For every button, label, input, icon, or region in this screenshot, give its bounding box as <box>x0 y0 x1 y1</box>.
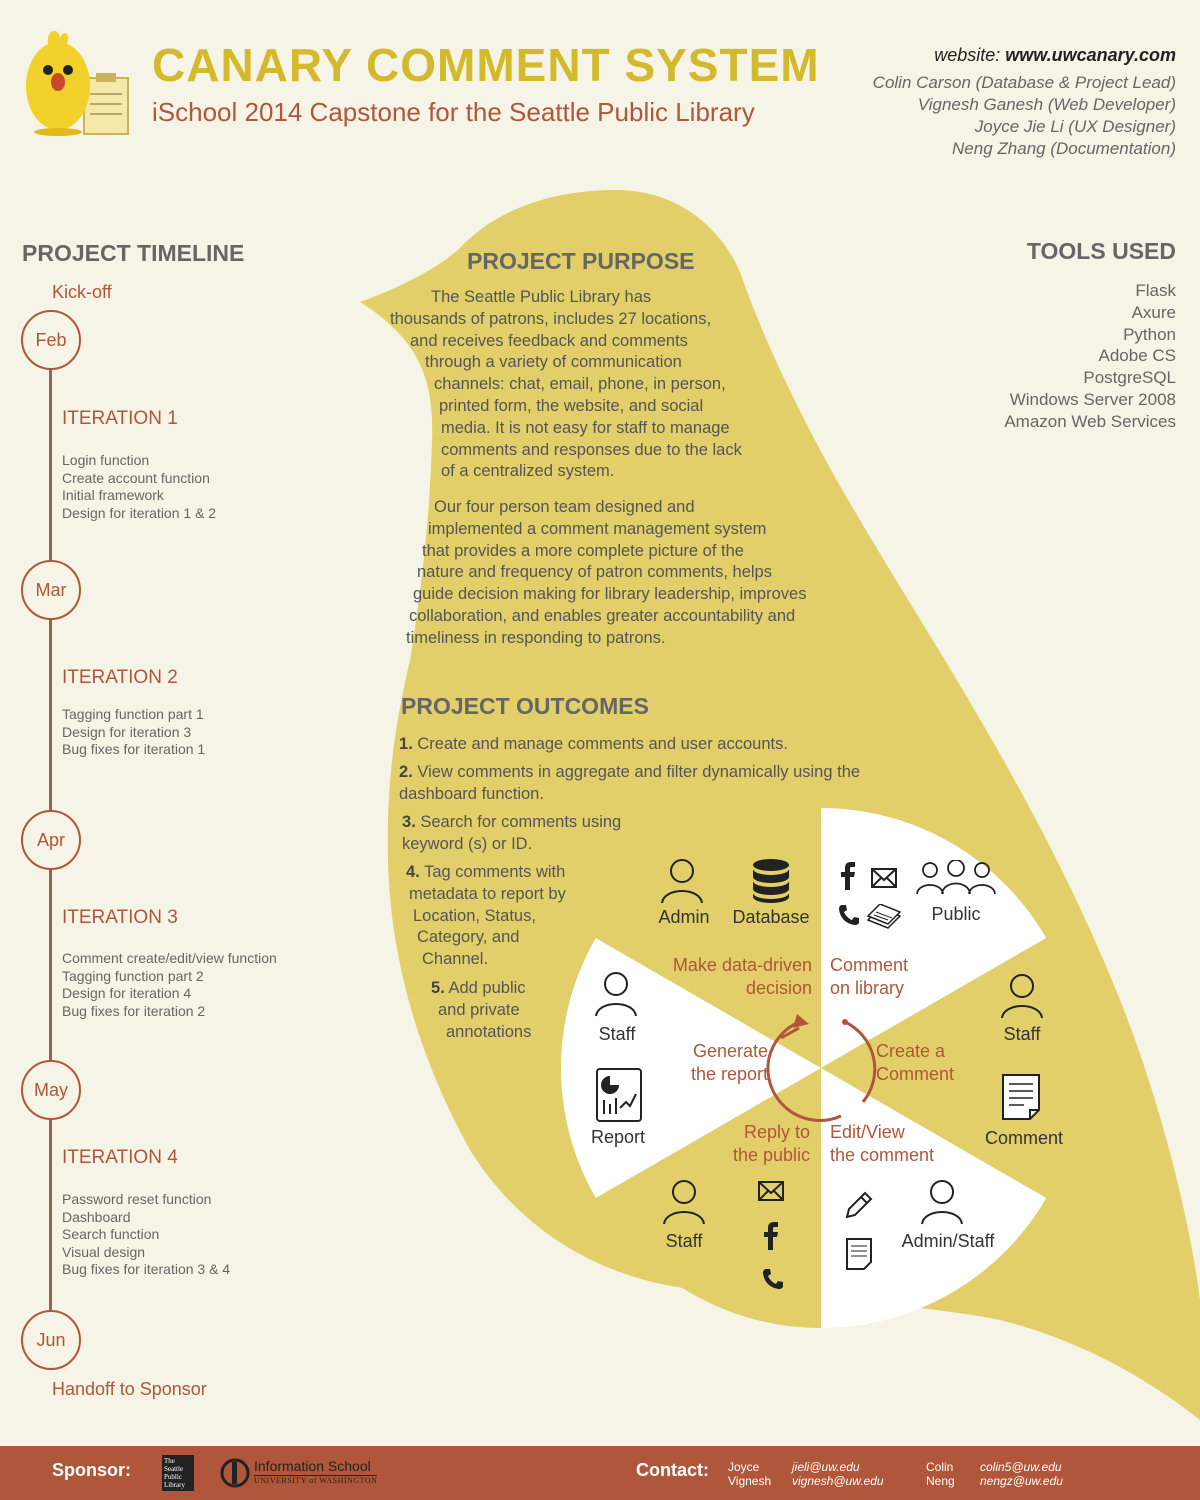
step-generate-report: Generate the report <box>690 1041 768 1084</box>
staff-user-icon <box>663 1180 705 1225</box>
role-public: Public <box>931 904 981 924</box>
month-feb: Feb <box>21 310 81 370</box>
staff-user-icon <box>1001 974 1043 1019</box>
purpose-heading: PROJECT PURPOSE <box>467 248 695 274</box>
printed-forms-icon <box>866 904 902 929</box>
admin-staff-user-icon <box>921 1180 963 1225</box>
handoff-label: Handoff to Sponsor <box>52 1379 207 1399</box>
purpose-paragraph-1: The Seattle Public Library has thousands… <box>390 288 742 481</box>
contact-email-link[interactable]: vignesh@uw.edu <box>792 1474 884 1488</box>
staff-user-icon <box>595 972 637 1017</box>
team-member: Neng Zhang (Documentation) <box>952 139 1176 158</box>
outcome-item: 4. Tag comments with metadata to report … <box>406 863 566 969</box>
public-group-icon <box>916 860 996 895</box>
phone-icon <box>763 1269 783 1289</box>
tool-item: Amazon Web Services <box>1004 411 1176 431</box>
admin-user-icon <box>661 859 703 904</box>
role-staff: Staff <box>665 1231 703 1251</box>
step-comment-library: Comment on library <box>830 955 909 998</box>
website-link[interactable]: www.uwcanary.com <box>1005 45 1176 65</box>
facebook-icon <box>764 1222 778 1250</box>
tools-heading: TOOLS USED <box>1026 238 1176 264</box>
tool-item: Python <box>1123 324 1176 344</box>
role-report: Report <box>590 1127 646 1147</box>
tool-item: Adobe CS <box>1098 346 1177 366</box>
tool-item: PostgreSQL <box>1083 368 1176 388</box>
kickoff-label: Kick-off <box>52 282 112 302</box>
team-member: Vignesh Ganesh (Web Developer) <box>917 95 1176 114</box>
outcome-item: 3. Search for comments using keyword (s)… <box>402 813 622 853</box>
process-wheel <box>561 808 1081 1328</box>
contact-email-link[interactable]: colin5@uw.edu <box>980 1460 1062 1474</box>
role-admin: Admin <box>658 907 710 927</box>
month-may: May <box>21 1060 81 1120</box>
step-edit-view: Edit/View the comment <box>830 1122 935 1165</box>
month-jun: Jun <box>21 1310 81 1370</box>
outcome-item: 2. View comments in aggregate and filter… <box>399 763 861 803</box>
step-create-comment: Create a Comment <box>876 1041 955 1084</box>
contact-email-link[interactable]: jieli@uw.edu <box>792 1460 860 1474</box>
iteration-items: Tagging function part 1 Design for itera… <box>62 706 206 757</box>
iteration-items: Login function Create account function I… <box>62 452 217 521</box>
timeline-heading: PROJECT TIMELINE <box>22 240 245 266</box>
iteration-title: ITERATION 4 <box>62 1147 178 1168</box>
report-chart-icon <box>596 1068 642 1122</box>
iteration-title: ITERATION 3 <box>62 907 178 928</box>
tool-item: Windows Server 2008 <box>1009 389 1176 409</box>
pencil-icon <box>845 1191 873 1219</box>
facebook-icon <box>841 862 855 890</box>
edit-document-icon <box>846 1238 872 1270</box>
tool-item: Axure <box>1131 302 1176 322</box>
step-make-decision: Make data-driven decision <box>672 955 812 998</box>
phone-icon <box>839 905 859 925</box>
page-subtitle: iSchool 2014 Capstone for the Seattle Pu… <box>152 97 755 127</box>
role-staff: Staff <box>1003 1024 1041 1044</box>
outcomes-heading: PROJECT OUTCOMES <box>401 693 649 719</box>
tool-item: Flask <box>1135 281 1176 300</box>
role-comment: Comment <box>984 1128 1064 1148</box>
team-credits: website: www.uwcanary.com Colin Carson (… <box>873 44 1176 160</box>
iteration-title: ITERATION 2 <box>62 667 178 688</box>
month-mar: Mar <box>21 560 81 620</box>
contact-label: Contact: <box>636 1460 709 1480</box>
purpose-paragraph-2: Our four person team designed and implem… <box>406 498 807 647</box>
sponsor-label: Sponsor: <box>52 1460 131 1480</box>
role-database: Database <box>732 907 810 927</box>
step-reply-public: Reply to the public <box>732 1122 810 1165</box>
footer-bar: Sponsor: The Seattle Public Library Info… <box>0 1446 1200 1500</box>
month-apr: Apr <box>21 810 81 870</box>
contact-emails: colin5@uw.edu nengz@uw.edu <box>980 1460 1063 1488</box>
chick-mascot-icon <box>26 30 129 136</box>
page-title: CANARY COMMENT SYSTEM <box>152 39 820 91</box>
iteration-items: Password reset function Dashboard Search… <box>62 1191 231 1277</box>
contact-emails: jieli@uw.edu vignesh@uw.edu <box>792 1460 884 1488</box>
database-icon <box>753 859 789 903</box>
contact-names: Colin Neng <box>926 1460 955 1488</box>
mail-icon <box>871 868 897 888</box>
iteration-title: ITERATION 1 <box>62 408 178 429</box>
outcome-item: 5. Add public and private annotations <box>431 979 532 1041</box>
role-admin-staff: Admin/Staff <box>901 1231 995 1251</box>
contact-email-link[interactable]: nengz@uw.edu <box>980 1474 1063 1488</box>
team-member: Colin Carson (Database & Project Lead) <box>872 73 1176 92</box>
mail-icon <box>758 1181 784 1201</box>
tools-list: Flask Axure Python Adobe CS PostgreSQL W… <box>1004 280 1176 433</box>
team-member: Joyce Jie Li (UX Designer) <box>974 117 1176 136</box>
seattle-public-library-logo: The Seattle Public Library <box>162 1455 194 1491</box>
iteration-items: Comment create/edit/view function Taggin… <box>62 950 277 1019</box>
outcome-item: 1. Create and manage comments and user a… <box>399 735 788 753</box>
comment-document-icon <box>1002 1074 1040 1120</box>
ischool-logo-icon <box>220 1458 250 1488</box>
role-staff: Staff <box>598 1024 636 1044</box>
ischool-logo-text: Information School UNIVERSITY of WASHING… <box>254 1458 378 1485</box>
website-line: website: www.uwcanary.com <box>934 45 1176 65</box>
contact-names: Joyce Vignesh <box>728 1460 772 1488</box>
